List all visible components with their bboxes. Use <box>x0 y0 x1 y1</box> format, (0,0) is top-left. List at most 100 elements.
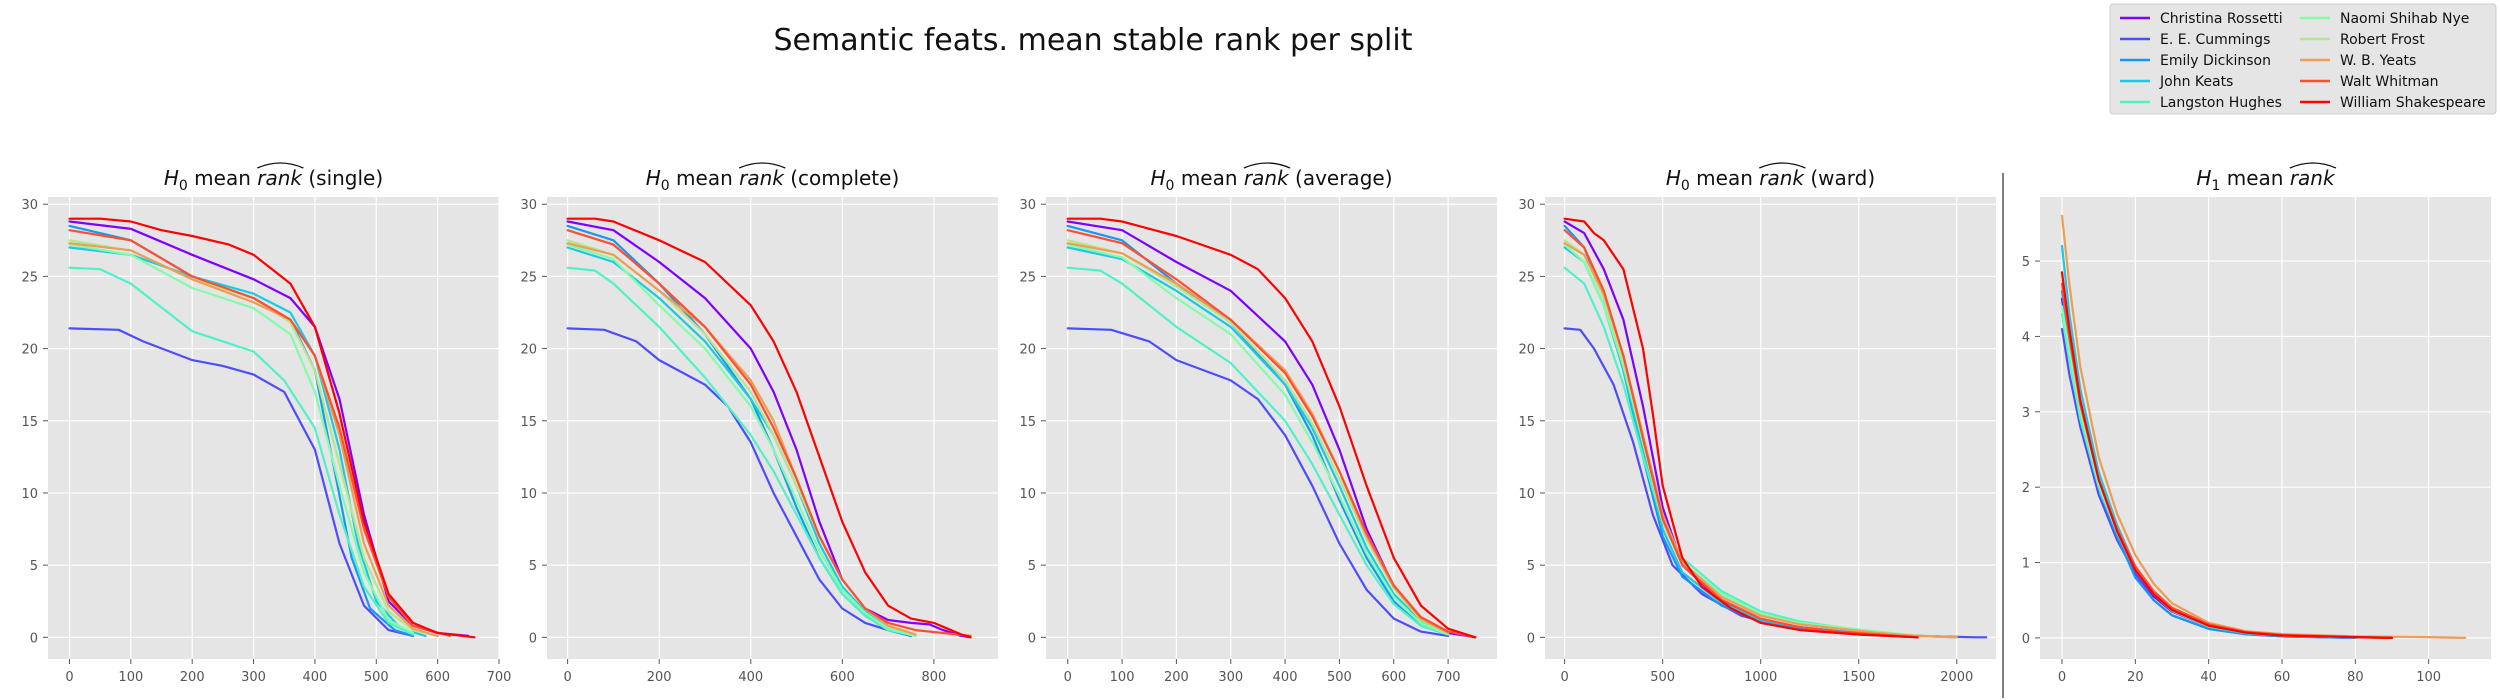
x-tick-label: 200 <box>1164 670 1189 685</box>
x-tick-label: 400 <box>738 670 763 685</box>
legend-label: Christina Rossetti <box>2160 11 2283 27</box>
series-line-william-shakespeare <box>2060 271 2394 639</box>
y-tick-label: 10 <box>520 487 537 502</box>
legend-label: Walt Whitman <box>2340 74 2439 90</box>
y-tick-label: 30 <box>520 198 537 213</box>
x-tick-label: 500 <box>1650 670 1675 685</box>
title-hat <box>2289 162 2337 169</box>
legend-label: John Keats <box>2159 74 2233 90</box>
panel-title: H0 mean rank (ward) <box>1666 166 1875 194</box>
x-tick-label: 200 <box>180 670 205 685</box>
x-tick-label: 800 <box>921 670 946 685</box>
plot-area <box>1046 197 1497 659</box>
title-hat <box>738 162 786 169</box>
y-tick-label: 1 <box>2022 557 2030 572</box>
series-line-walt-whitman <box>566 229 972 637</box>
y-tick-label: 15 <box>21 415 38 430</box>
panel-title: H1 mean rank <box>2196 166 2336 194</box>
series-line-walt-whitman <box>1066 229 1477 639</box>
x-tick-label: 0 <box>2058 670 2066 685</box>
y-tick-label: 0 <box>529 631 537 646</box>
title-h: H <box>1666 166 1681 190</box>
title-rank: rank <box>1759 166 1805 190</box>
series-line-langston-hughes <box>68 266 415 636</box>
y-tick-label: 10 <box>1019 487 1036 502</box>
series-line-william-shakespeare <box>68 217 476 639</box>
legend-label: Langston Hughes <box>2160 95 2282 111</box>
x-tick-label: 40 <box>2200 670 2217 685</box>
series-line-e-e-cummings <box>566 327 913 637</box>
x-tick-label: 600 <box>830 670 855 685</box>
y-tick-label: 5 <box>2022 255 2030 270</box>
series-line-langston-hughes <box>1066 266 1450 636</box>
title-h: H <box>1151 166 1166 190</box>
title-hat <box>1758 162 1806 169</box>
series-line-william-shakespeare <box>1066 217 1477 639</box>
y-tick-label: 3 <box>2022 406 2030 421</box>
series-line-walt-whitman <box>68 229 451 637</box>
series-line-naomi-shihab-nye <box>1066 243 1450 636</box>
series-line-naomi-shihab-nye <box>566 243 917 637</box>
x-tick-label: 0 <box>563 670 571 685</box>
series-line-e-e-cummings <box>1066 327 1450 637</box>
x-tick-label: 1500 <box>1842 670 1875 685</box>
y-tick-label: 2 <box>2022 481 2030 496</box>
y-tick-label: 0 <box>2022 632 2030 647</box>
series-line-william-shakespeare <box>566 217 972 639</box>
title-subscript: 0 <box>1681 178 1690 194</box>
x-tick-label: 2000 <box>1940 670 1973 685</box>
title-suffix: (ward) <box>1804 166 1875 190</box>
y-tick-label: 5 <box>30 559 38 574</box>
y-tick-label: 20 <box>520 343 537 358</box>
title-mean: mean <box>1690 166 1759 190</box>
y-tick-label: 5 <box>1028 559 1036 574</box>
x-tick-label: 500 <box>364 670 389 685</box>
y-tick-label: 25 <box>520 270 537 285</box>
y-tick-label: 25 <box>21 270 38 285</box>
x-tick-label: 400 <box>303 670 328 685</box>
plot-area <box>2040 197 2491 659</box>
legend-label: W. B. Yeats <box>2340 53 2416 69</box>
panel-title: H0 mean rank (average) <box>1151 166 1393 194</box>
series-line-e-e-cummings <box>68 327 415 637</box>
series-line-langston-hughes <box>566 266 917 637</box>
x-tick-label: 200 <box>647 670 672 685</box>
title-rank: rank <box>739 166 785 190</box>
series-line-william-shakespeare <box>1563 217 1919 639</box>
x-tick-label: 600 <box>1381 670 1406 685</box>
y-tick-label: 20 <box>1518 343 1535 358</box>
title-rank: rank <box>2290 166 2336 190</box>
title-suffix: (single) <box>302 166 383 190</box>
x-tick-label: 500 <box>1327 670 1352 685</box>
title-suffix: (average) <box>1289 166 1393 190</box>
series-line-john-keats <box>1066 246 1450 635</box>
y-tick-label: 30 <box>1019 198 1036 213</box>
legend-label: William Shakespeare <box>2340 95 2486 111</box>
title-subscript: 0 <box>1166 178 1175 194</box>
title-hat <box>1243 162 1291 169</box>
title-h: H <box>646 166 661 190</box>
title-rank: rank <box>1244 166 1290 190</box>
x-tick-label: 0 <box>1560 670 1568 685</box>
y-tick-label: 5 <box>1527 559 1535 574</box>
y-tick-label: 25 <box>1019 270 1036 285</box>
title-subscript: 0 <box>179 178 188 194</box>
x-tick-label: 100 <box>1110 670 1135 685</box>
x-tick-label: 700 <box>1436 670 1461 685</box>
figure-title: Semantic feats. mean stable rank per spl… <box>774 23 1413 58</box>
y-tick-label: 0 <box>1028 631 1036 646</box>
legend-label: Emily Dickinson <box>2160 53 2271 69</box>
y-tick-label: 20 <box>21 343 38 358</box>
y-tick-label: 30 <box>1518 198 1535 213</box>
legend-label: E. E. Cummings <box>2160 32 2270 48</box>
y-tick-label: 4 <box>2022 330 2030 345</box>
x-tick-label: 0 <box>65 670 73 685</box>
y-tick-label: 15 <box>1019 415 1036 430</box>
y-tick-label: 25 <box>1518 270 1535 285</box>
